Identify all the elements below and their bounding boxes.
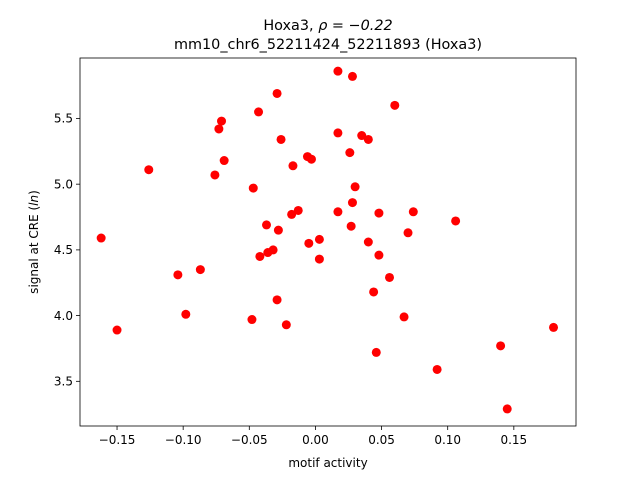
data-point (276, 134, 286, 144)
data-point (357, 131, 367, 141)
chart-title-line2: mm10_chr6_52211424_52211893 (Hoxa3) (174, 37, 482, 53)
data-point (112, 325, 122, 335)
data-point (333, 66, 343, 76)
data-point (247, 315, 257, 325)
data-point (363, 134, 373, 144)
x-tick-label: −0.10 (165, 433, 202, 447)
data-point (287, 209, 297, 219)
data-point (281, 320, 291, 330)
x-tick-label: −0.05 (231, 433, 268, 447)
data-point (314, 254, 324, 264)
data-point (432, 364, 442, 374)
data-point (195, 265, 205, 275)
data-point (304, 238, 314, 248)
data-point (347, 198, 357, 208)
x-tick-label: −0.15 (99, 433, 136, 447)
data-point (385, 272, 395, 282)
data-point (374, 250, 384, 260)
data-point (273, 225, 283, 235)
data-point (261, 220, 271, 230)
data-point (210, 170, 220, 180)
y-tick-label: 4.0 (54, 309, 73, 323)
data-point (502, 404, 512, 414)
data-point (255, 251, 265, 261)
data-point (288, 161, 298, 171)
data-point (496, 341, 506, 351)
data-points (96, 66, 559, 414)
data-point (363, 237, 373, 247)
data-point (374, 208, 384, 218)
data-point (268, 245, 278, 255)
data-point (254, 107, 264, 117)
y-tick-label: 5.5 (54, 112, 73, 126)
data-point (293, 205, 303, 215)
x-tick-label: 0.00 (302, 433, 329, 447)
data-point (403, 228, 413, 238)
data-point (333, 207, 343, 217)
data-point (408, 207, 418, 217)
data-point (217, 116, 227, 126)
data-point (333, 128, 343, 138)
data-point (144, 165, 154, 175)
axis-ticks: −0.15 −0.10 −0.05 0.00 0.05 0.10 0.15 3.5 4.0 4.5… (54, 112, 527, 447)
data-point (350, 182, 360, 192)
data-point (272, 295, 282, 305)
y-tick-label: 3.5 (54, 375, 73, 389)
data-point (248, 183, 258, 193)
data-point (173, 270, 183, 280)
data-point (371, 347, 381, 357)
data-point (214, 124, 224, 134)
y-axis-label: signal at CRE (ln) (27, 190, 41, 294)
data-point (399, 312, 409, 322)
data-point (347, 71, 357, 81)
x-tick-label: 0.10 (434, 433, 461, 447)
data-point (306, 154, 316, 164)
x-tick-label: 0.15 (500, 433, 527, 447)
axes-frame (79, 57, 577, 427)
data-point (346, 221, 356, 231)
x-tick-label: 0.05 (368, 433, 395, 447)
data-point (219, 156, 229, 166)
data-point (345, 148, 355, 158)
data-point (314, 234, 324, 244)
y-tick-label: 4.5 (54, 243, 73, 257)
data-point (390, 100, 400, 110)
x-axis-label: motif activity (288, 456, 367, 470)
data-point (96, 233, 106, 243)
data-point (549, 322, 559, 332)
y-tick-label: 5.0 (54, 177, 73, 191)
data-point (451, 216, 461, 226)
chart-title-line1: Hoxa3, ρ = −0.22 (263, 18, 392, 34)
data-point (181, 309, 191, 319)
data-point (369, 287, 379, 297)
data-point (272, 88, 282, 98)
